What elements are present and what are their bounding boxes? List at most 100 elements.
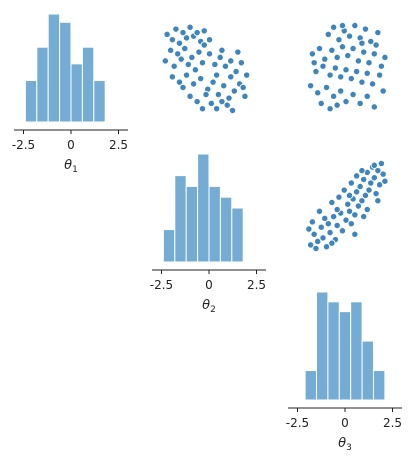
- scatter-point: [344, 200, 352, 208]
- scatter-point: [342, 66, 350, 74]
- scatter-point: [230, 87, 238, 95]
- scatter-point: [214, 90, 223, 99]
- histogram-bar: [70, 63, 83, 123]
- x-axis-label: θ1: [64, 158, 78, 175]
- scatter-point: [356, 99, 364, 108]
- scatter-point: [205, 50, 214, 58]
- scatter-point: [326, 228, 334, 237]
- scatter-point: [188, 53, 196, 62]
- scatter-point: [163, 30, 171, 39]
- scatter-point: [314, 237, 322, 246]
- scatter-point: [372, 189, 380, 198]
- scatter-point: [361, 191, 370, 200]
- scatter-point: [328, 239, 336, 247]
- panel-theta1-hist: -2.5 0 2.5 θ1: [12, 13, 128, 175]
- scatter-point: [306, 241, 315, 249]
- scatter-point: [331, 64, 340, 72]
- scatter-point: [202, 90, 210, 99]
- scatter-point: [227, 73, 235, 81]
- histogram-bar: [197, 153, 210, 263]
- histogram-bar: [36, 46, 49, 123]
- panel-theta3-hist: -2.5 0 2.5 θ3: [286, 291, 402, 453]
- scatter-point: [335, 36, 343, 44]
- scatter-point: [358, 39, 366, 47]
- scatter-point: [312, 67, 320, 76]
- scatter-point: [370, 174, 378, 182]
- scatter-point: [338, 227, 347, 235]
- scatter-point: [241, 92, 249, 100]
- scatter-point: [319, 62, 327, 70]
- scatter-point: [193, 97, 201, 106]
- scatter-point: [358, 197, 366, 205]
- scatter-point: [347, 74, 355, 83]
- scatter-point: [223, 101, 231, 109]
- x-tick-label: -2.5: [150, 278, 173, 292]
- scatter-point: [220, 82, 228, 90]
- scatter-point: [324, 30, 332, 39]
- histogram-bar: [231, 207, 244, 263]
- x-tick-label: 2.5: [383, 416, 402, 430]
- scatter-point: [197, 74, 205, 83]
- x-tick-label: 0: [205, 278, 213, 292]
- scatter-point: [351, 21, 359, 30]
- scatter-point: [349, 90, 357, 99]
- scatter-point: [207, 99, 215, 108]
- scatter-point: [315, 44, 324, 53]
- scatter-point: [186, 23, 194, 31]
- scatter-point: [182, 34, 191, 42]
- histogram-bar: [219, 196, 233, 263]
- scatter-point: [221, 62, 230, 70]
- scatter-point: [305, 225, 313, 233]
- scatter-point: [379, 87, 387, 95]
- scatter-point: [375, 71, 384, 79]
- histogram-bar: [304, 370, 318, 401]
- scatter-point: [211, 60, 219, 69]
- scatter-point: [352, 172, 361, 180]
- scatter-point: [198, 59, 207, 67]
- scatter-point: [324, 220, 332, 228]
- panel-theta2-vs-theta3-scatter: [305, 159, 389, 253]
- scatter-point: [212, 71, 221, 79]
- histogram-bar: [361, 340, 375, 401]
- scatter-point: [218, 46, 226, 54]
- panel-theta1-vs-theta3-scatter: [306, 21, 389, 113]
- panel-theta1-vs-theta2-scatter: [161, 23, 251, 115]
- scatter-point: [329, 212, 338, 221]
- scatter-point: [347, 220, 355, 228]
- scatter-point: [381, 53, 389, 62]
- scatter-point: [374, 28, 382, 37]
- scatter-point: [175, 39, 184, 47]
- scatter-point: [328, 198, 336, 207]
- scatter-point: [344, 51, 352, 60]
- scatter-point: [352, 67, 361, 76]
- scatter-point: [360, 48, 368, 56]
- histogram-bar: [47, 13, 61, 123]
- x-axis-label: θ2: [202, 298, 216, 315]
- histogram-bar: [24, 79, 38, 123]
- x-axis-label: θ3: [338, 436, 352, 453]
- scatter-point: [340, 186, 348, 194]
- histogram-bar: [162, 229, 176, 263]
- scatter-point: [372, 41, 380, 49]
- scatter-point: [227, 57, 235, 65]
- scatter-point: [365, 186, 373, 194]
- scatter-point: [363, 205, 371, 214]
- scatter-point: [200, 27, 208, 35]
- scatter-point: [345, 32, 354, 40]
- scatter-point: [312, 244, 320, 253]
- scatter-point: [166, 46, 175, 54]
- scatter-point: [172, 25, 180, 33]
- scatter-point: [200, 41, 208, 49]
- histogram-bar: [373, 370, 386, 401]
- scatter-point: [363, 92, 371, 100]
- scatter-point: [321, 214, 329, 223]
- scatter-point: [351, 211, 359, 219]
- scatter-point: [315, 207, 324, 215]
- scatter-point: [234, 48, 242, 56]
- histogram-bar: [338, 311, 352, 401]
- scatter-point: [365, 59, 373, 67]
- scatter-point: [314, 89, 322, 97]
- scatter-point: [308, 50, 317, 58]
- x-tick-label: -2.5: [12, 138, 35, 152]
